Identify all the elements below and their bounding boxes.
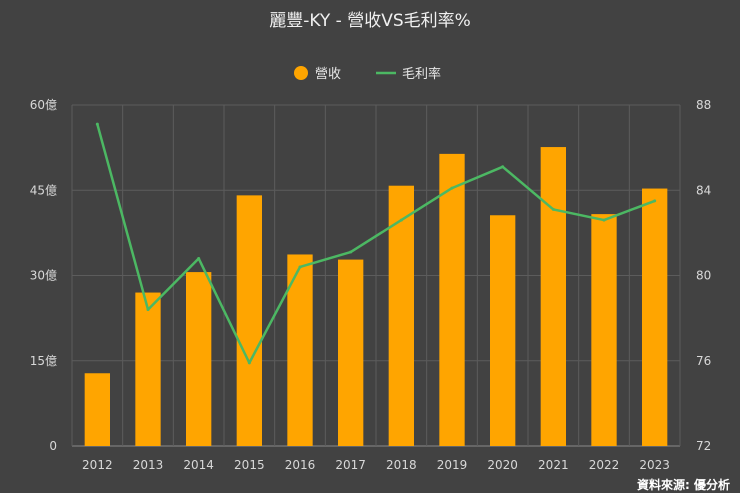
legend-margin-label: 毛利率 bbox=[402, 66, 441, 82]
revenue-bar bbox=[591, 214, 617, 446]
left-axis-ticks: 0 15億 30億 45億 60億 bbox=[30, 98, 57, 453]
x-tick-label: 2020 bbox=[487, 458, 518, 472]
chart-title: 麗豐-KY - 營收VS毛利率% bbox=[269, 11, 471, 31]
right-tick-label: 72 bbox=[696, 439, 711, 453]
x-tick-label: 2015 bbox=[234, 458, 265, 472]
revenue-bar bbox=[287, 254, 313, 446]
left-tick-label: 15億 bbox=[30, 354, 57, 368]
margin-point bbox=[146, 308, 150, 312]
revenue-bar bbox=[84, 373, 110, 446]
revenue-bar bbox=[186, 272, 212, 446]
x-tick-label: 2022 bbox=[589, 458, 620, 472]
right-axis-ticks: 72 76 80 84 88 bbox=[696, 98, 711, 453]
margin-point bbox=[501, 165, 505, 169]
left-tick-label: 0 bbox=[49, 439, 57, 453]
x-tick-label: 2021 bbox=[538, 458, 569, 472]
x-axis-ticks: 2012 2013 2014 2015 2016 2017 2018 2019 2020 2021… bbox=[82, 458, 670, 472]
revenue-bar bbox=[388, 185, 414, 446]
left-tick-label: 30億 bbox=[30, 269, 57, 283]
x-tick-label: 2023 bbox=[639, 458, 670, 472]
margin-point bbox=[197, 256, 201, 260]
revenue-bar bbox=[236, 195, 262, 446]
right-tick-label: 88 bbox=[696, 98, 711, 112]
source-note: 資料來源: 優分析 bbox=[637, 477, 730, 492]
margin-point bbox=[95, 122, 99, 126]
revenue-bar bbox=[439, 153, 465, 447]
margin-point bbox=[602, 218, 606, 222]
margin-line bbox=[96, 123, 656, 365]
revenue-bars bbox=[84, 147, 668, 447]
legend: 營收 毛利率 bbox=[294, 66, 441, 82]
margin-point bbox=[551, 207, 555, 211]
revenue-bar bbox=[540, 147, 566, 446]
margin-point bbox=[349, 250, 353, 254]
revenue-bar bbox=[338, 259, 364, 446]
left-tick-label: 45億 bbox=[30, 183, 57, 197]
margin-point bbox=[399, 218, 403, 222]
margin-point bbox=[450, 186, 454, 190]
revenue-bar bbox=[490, 215, 516, 446]
x-tick-label: 2017 bbox=[335, 458, 366, 472]
margin-point bbox=[298, 265, 302, 269]
margin-line-series bbox=[95, 122, 657, 365]
margin-point bbox=[653, 199, 657, 203]
x-tick-label: 2018 bbox=[386, 458, 417, 472]
legend-revenue-marker bbox=[294, 66, 308, 80]
margin-point bbox=[247, 361, 251, 365]
right-tick-label: 84 bbox=[696, 183, 711, 197]
x-tick-label: 2016 bbox=[285, 458, 316, 472]
gridlines bbox=[71, 104, 681, 447]
left-tick-label: 60億 bbox=[30, 98, 57, 112]
x-tick-label: 2013 bbox=[133, 458, 164, 472]
x-tick-label: 2014 bbox=[183, 458, 214, 472]
right-tick-label: 76 bbox=[696, 354, 711, 368]
legend-revenue-label: 營收 bbox=[315, 67, 341, 82]
x-tick-label: 2019 bbox=[437, 458, 468, 472]
right-tick-label: 80 bbox=[696, 269, 711, 283]
revenue-bar bbox=[135, 292, 161, 446]
x-tick-label: 2012 bbox=[82, 458, 113, 472]
revenue-bar bbox=[642, 188, 668, 447]
